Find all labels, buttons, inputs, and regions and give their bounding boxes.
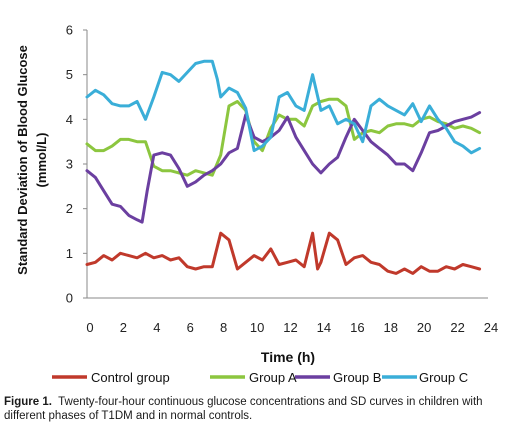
x-tick-label: 22 [450,320,464,335]
x-tick-label: 18 [384,320,398,335]
series-line-group-b [85,111,482,224]
y-axis-title-line1: Standard Deviation of Blood Glucose [15,45,30,275]
legend-label-group-b: Group B [333,370,381,385]
y-tick-label: 1 [66,246,73,261]
figure-caption: Figure 1. Twenty-four-hour continuous gl… [4,395,508,423]
y-tick-label: 2 [66,201,73,216]
chart: Standard Deviation of Blood Glucose (mmo… [15,23,498,386]
x-tick-label: 10 [250,320,264,335]
y-tick-label: 0 [66,291,73,306]
x-tick-label: 2 [120,320,127,335]
legend-label-control-group: Control group [91,370,170,385]
y-tick-label: 6 [66,23,73,38]
x-tick-label: 6 [187,320,194,335]
x-tick-label: 16 [350,320,364,335]
legend-label-group-a: Group A [249,370,297,385]
x-tick-label: 12 [283,320,297,335]
x-axis-title: Time (h) [261,349,315,365]
y-axis-title-line2: (mmol/L) [34,133,49,188]
x-tick-label: 14 [317,320,331,335]
legend: Control group Group A Group B Group C [52,370,468,385]
x-tick-label: 0 [86,320,93,335]
x-tick-label: 4 [153,320,160,335]
series-line-group-a [85,97,482,177]
y-tick-label: 4 [66,112,73,127]
x-tick-label: 8 [220,320,227,335]
legend-label-group-c: Group C [419,370,468,385]
series-line-control-group [85,231,482,275]
figure-caption-text: Twenty-four-hour continuous glucose conc… [4,396,483,422]
x-tick-label: 20 [417,320,431,335]
y-tick-label: 3 [66,157,73,172]
x-tick-label: 24 [484,320,498,335]
series-line-group-c [85,59,482,155]
y-tick-label: 5 [66,67,73,82]
figure-label: Figure 1. [4,396,52,408]
